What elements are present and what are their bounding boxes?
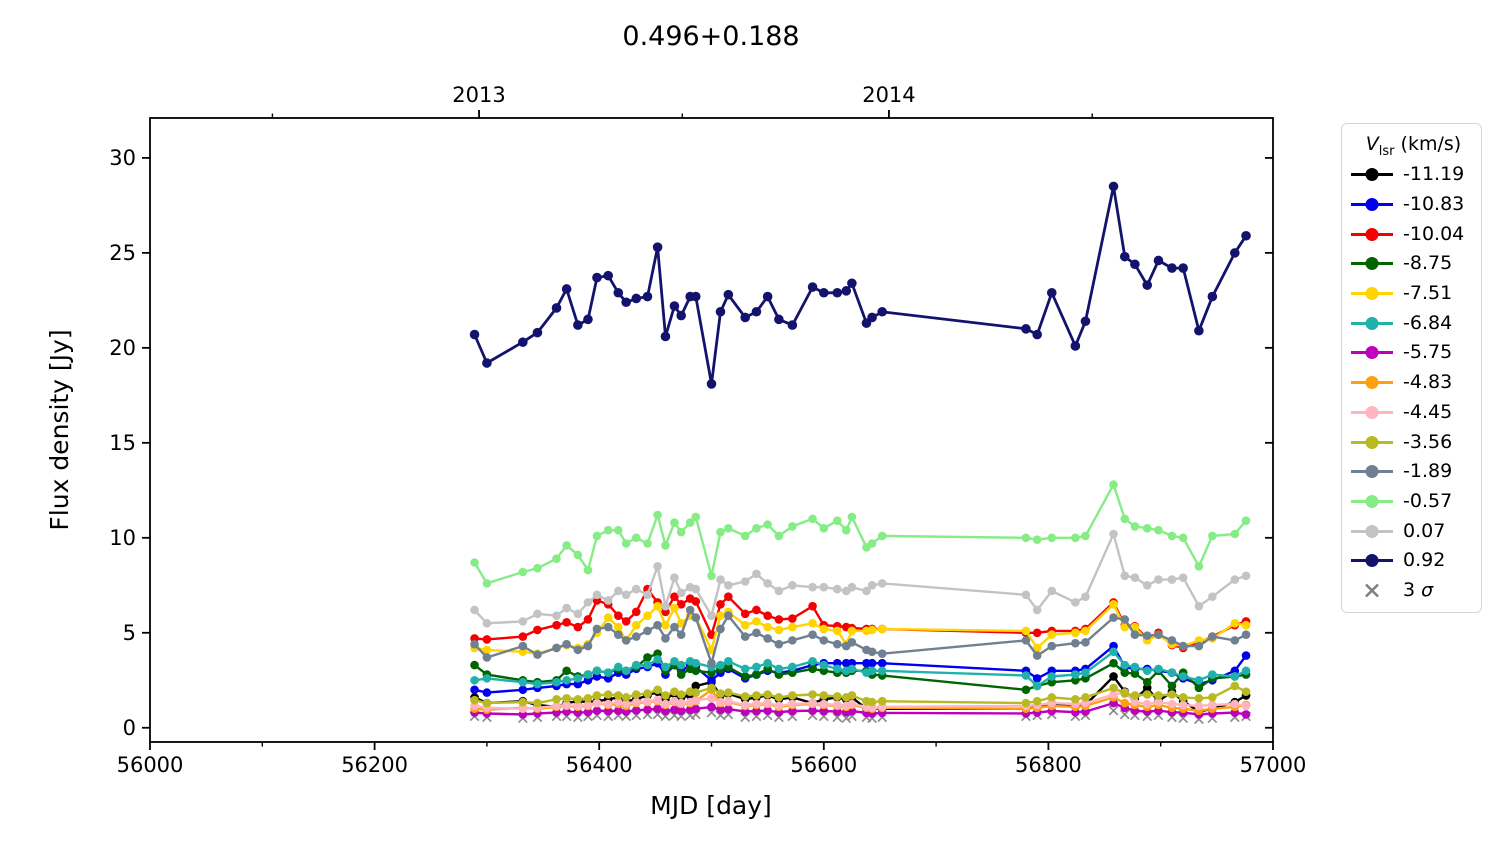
x-tick-label: 56600 xyxy=(790,753,857,777)
y-tick-label: 10 xyxy=(109,526,136,550)
data-series--4.45 xyxy=(470,688,1251,714)
legend-swatch-icon xyxy=(1351,405,1393,419)
axes-layer: 56000 56200 56400 56600 56800 57000 0 5 10 15 20 25… xyxy=(109,83,1306,777)
x-axis-label: MJD [day] xyxy=(650,791,772,820)
legend-item: -4.83 xyxy=(1350,368,1477,398)
legend-item-label: -11.19 xyxy=(1403,163,1465,186)
x-tick-label: 57000 xyxy=(1240,753,1307,777)
legend-title: Vlsr (km/s) xyxy=(1365,133,1462,159)
x-tick-label: 56800 xyxy=(1015,753,1082,777)
legend-item: 0.92 xyxy=(1350,546,1477,576)
y-tick-label: 15 xyxy=(109,431,136,455)
legend-item: -3.56 xyxy=(1350,427,1477,457)
legend-item-label: 0.07 xyxy=(1403,519,1446,542)
legend-item: -0.57 xyxy=(1350,487,1477,517)
legend-swatch-icon xyxy=(1351,494,1393,508)
legend-item-label: -5.75 xyxy=(1403,341,1453,364)
legend-swatch-icon xyxy=(1351,465,1393,479)
legend-item: -10.83 xyxy=(1350,190,1477,220)
data-series--0.57 xyxy=(470,480,1251,588)
y-tick-label: 25 xyxy=(109,241,136,265)
legend-item: -6.84 xyxy=(1350,308,1477,338)
y-tick-label: 30 xyxy=(109,146,136,170)
data-series-0.92 xyxy=(469,181,1251,389)
data-series--1.89 xyxy=(470,605,1251,668)
y-axis-label: Flux density [Jy] xyxy=(45,329,74,530)
data-series-0.07 xyxy=(470,529,1251,628)
legend-item: -7.51 xyxy=(1350,279,1477,309)
legend-swatch-icon xyxy=(1351,346,1393,360)
legend-item-label: -10.83 xyxy=(1403,193,1465,216)
y-tick-label: 0 xyxy=(123,716,136,740)
x-tick-label: 56000 xyxy=(117,753,184,777)
legend-item: -5.75 xyxy=(1350,338,1477,368)
legend-item-label: -0.57 xyxy=(1403,489,1453,512)
legend-item-label: -4.83 xyxy=(1403,371,1453,394)
legend-item-sigma: 3 σ xyxy=(1350,576,1477,606)
legend-item-label: 3 σ xyxy=(1403,578,1434,601)
legend-swatch-icon xyxy=(1351,435,1393,449)
legend-item: -4.45 xyxy=(1350,398,1477,428)
legend-item-label: -6.84 xyxy=(1403,311,1453,334)
legend: Vlsr (km/s) -11.19 -10.83 -10.04 -8.75 -7.51… xyxy=(1341,123,1482,614)
legend-item-label: -7.51 xyxy=(1403,282,1453,305)
legend-item: -8.75 xyxy=(1350,249,1477,279)
legend-swatch-icon xyxy=(1351,554,1393,568)
legend-swatch-icon xyxy=(1351,257,1393,271)
legend-item-label: -4.45 xyxy=(1403,400,1453,423)
legend-item-label: -10.04 xyxy=(1403,222,1465,245)
year-tick-label: 2014 xyxy=(862,83,915,107)
data-layer xyxy=(469,181,1251,725)
legend-swatch-icon xyxy=(1351,168,1393,182)
legend-item-label: -1.89 xyxy=(1403,460,1453,483)
legend-item: -10.04 xyxy=(1350,219,1477,249)
legend-swatch-icon xyxy=(1351,287,1393,301)
legend-swatch-icon xyxy=(1351,316,1393,330)
legend-swatch-icon xyxy=(1351,376,1393,390)
legend-item-label: 0.92 xyxy=(1403,549,1446,572)
legend-swatch-icon xyxy=(1351,227,1393,241)
x-tick-label: 56200 xyxy=(341,753,408,777)
data-series--6.84 xyxy=(470,647,1251,691)
plot-title: 0.496+0.188 xyxy=(622,21,799,52)
y-tick-label: 5 xyxy=(123,621,136,645)
y-tick-label: 20 xyxy=(109,336,136,360)
data-series--3.56 xyxy=(470,681,1251,708)
legend-swatch-icon xyxy=(1351,524,1393,538)
legend-swatch-icon xyxy=(1351,198,1393,212)
legend-item: -1.89 xyxy=(1350,457,1477,487)
x-tick-label: 56400 xyxy=(566,753,633,777)
legend-item-label: -8.75 xyxy=(1403,252,1453,275)
legend-item: -11.19 xyxy=(1350,160,1477,190)
legend-item: 0.07 xyxy=(1350,516,1477,546)
year-tick-label: 2013 xyxy=(452,83,505,107)
legend-item-label: -3.56 xyxy=(1403,430,1453,453)
sigma-x-icon xyxy=(1365,583,1379,598)
